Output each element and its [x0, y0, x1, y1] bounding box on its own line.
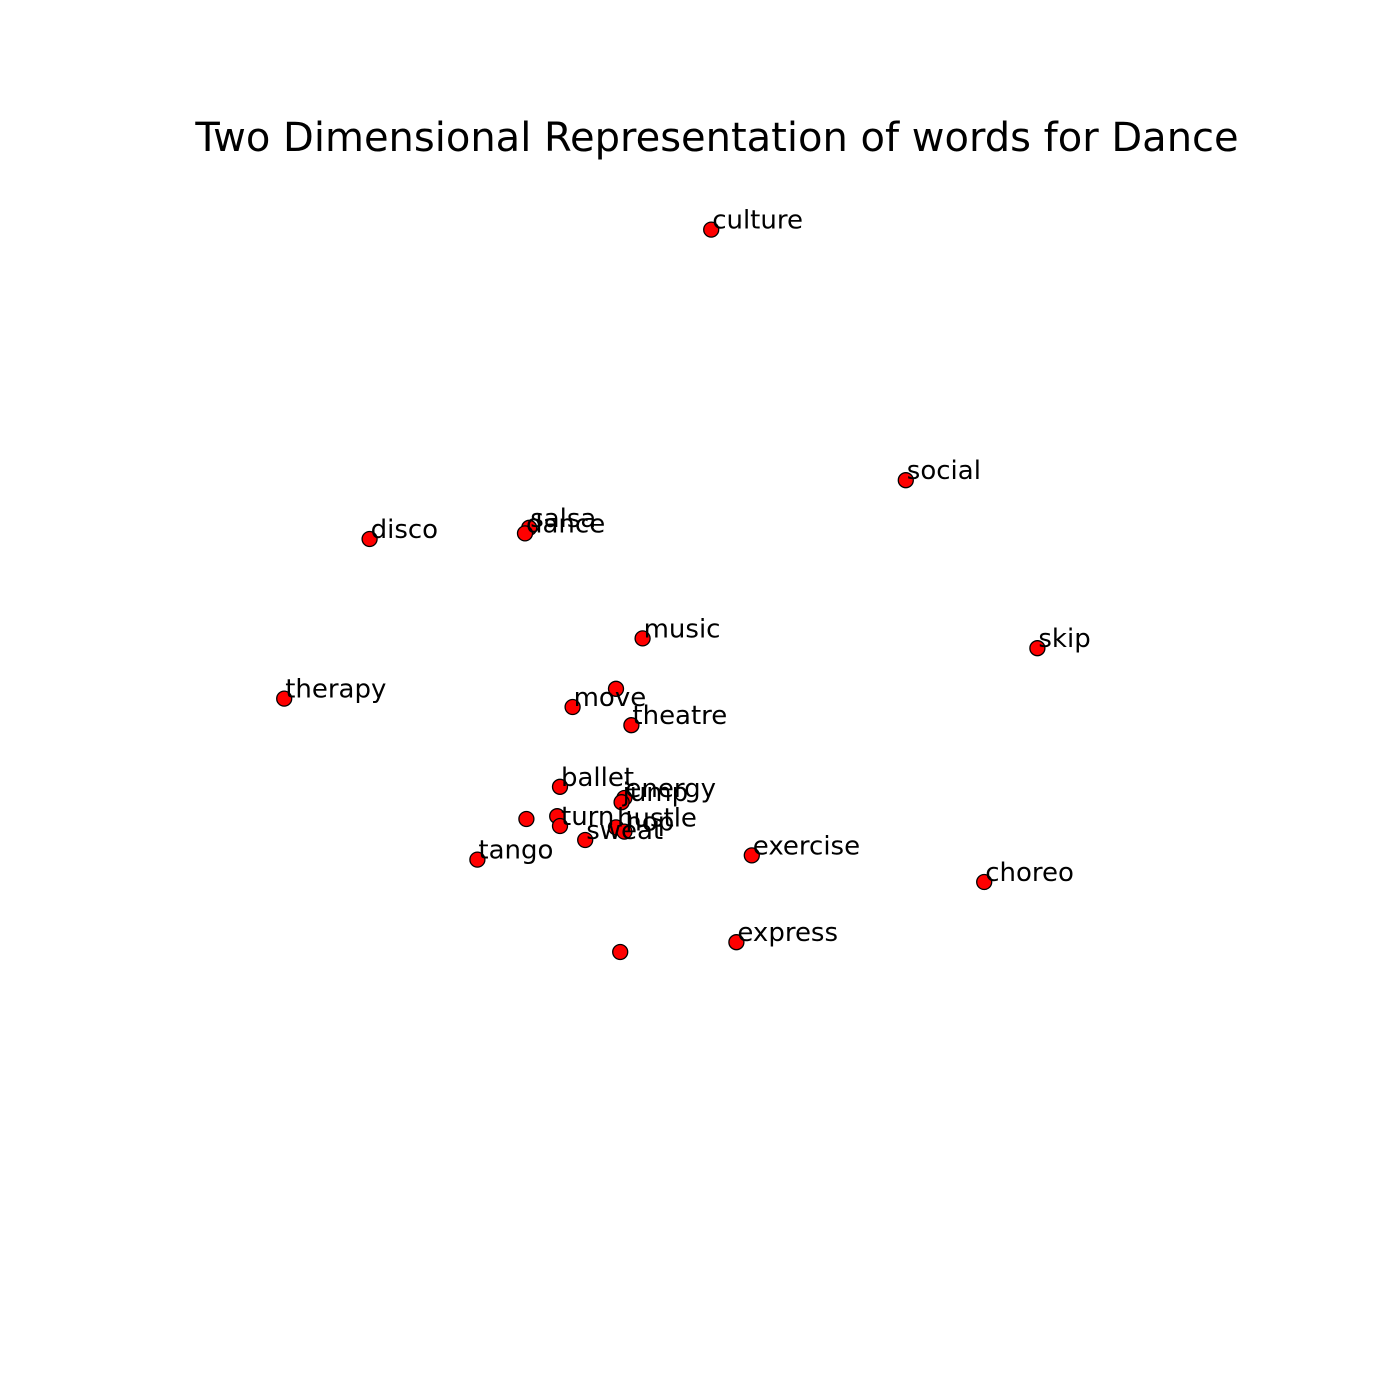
- point-label: disco: [371, 515, 438, 545]
- point-label: move: [574, 683, 647, 713]
- point-label: exercise: [753, 831, 860, 861]
- data-point: [612, 943, 629, 961]
- data-point: [743, 847, 760, 864]
- point-label: music: [644, 614, 721, 644]
- point-label: salsa: [530, 504, 596, 534]
- point-label: hop: [625, 808, 674, 838]
- point-label: turn: [561, 802, 614, 832]
- data-point: [516, 525, 534, 542]
- point-label: therapy: [285, 675, 386, 705]
- point-label: express: [737, 918, 838, 948]
- point-label: dance: [526, 509, 605, 539]
- point-label: theatre: [632, 701, 727, 731]
- point-label: sweat: [586, 816, 663, 846]
- data-point: [1029, 640, 1046, 657]
- data-point: [703, 221, 720, 238]
- data-point: [616, 823, 633, 840]
- point-label: hustle: [617, 803, 697, 833]
- data-point: [728, 934, 745, 951]
- point-label: skip: [1038, 624, 1090, 654]
- point-label: culture: [712, 206, 803, 236]
- data-point: [607, 680, 625, 697]
- point-label: tango: [478, 836, 553, 866]
- data-point: [577, 831, 594, 849]
- data-points: [276, 221, 1046, 961]
- data-point: [551, 817, 569, 835]
- data-point: [564, 698, 581, 716]
- chart-title: Two Dimensional Representation of words …: [194, 115, 1238, 161]
- point-label: ballet: [561, 763, 634, 793]
- data-point: [361, 530, 378, 548]
- point-label: social: [907, 456, 981, 486]
- data-point: [551, 778, 569, 795]
- data-point: [518, 810, 535, 828]
- data-point: [623, 717, 640, 734]
- data-point: [276, 690, 293, 707]
- data-point: [976, 873, 993, 891]
- data-point: [897, 472, 914, 489]
- point-label: energy: [625, 774, 716, 804]
- point-label: jump: [622, 778, 689, 808]
- data-point: [613, 794, 630, 811]
- data-point: [634, 630, 651, 647]
- data-point: [469, 851, 486, 868]
- point-label: choreo: [985, 858, 1074, 888]
